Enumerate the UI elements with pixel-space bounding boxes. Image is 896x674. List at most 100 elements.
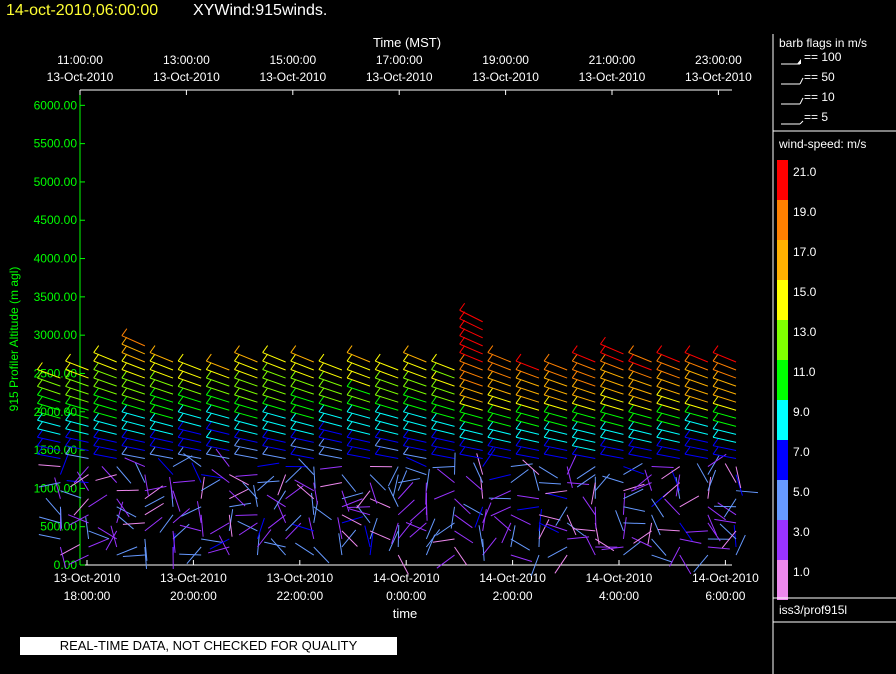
wind-barb-shaft: [572, 402, 596, 411]
wind-barb-feather: [374, 370, 381, 379]
wind-barb-feather: [431, 438, 437, 446]
wind-barb-feather: [684, 387, 691, 396]
y-tick-label: 5000.00: [34, 175, 78, 189]
wind-barb-shaft: [178, 402, 202, 411]
colorbar-label: 13.0: [793, 325, 817, 339]
bottom-tick-time: 6:00:00: [705, 589, 745, 603]
wind-barb-shaft: [93, 402, 117, 411]
wind-barb-shaft: [459, 335, 483, 347]
wind-barb-shaft: [490, 490, 512, 501]
wind-barb-shaft: [572, 419, 596, 427]
wind-barb-shaft: [600, 360, 624, 371]
wind-barb-shaft: [85, 517, 90, 540]
wind-barb-shaft: [318, 419, 343, 427]
wind-barb-shaft: [177, 385, 202, 395]
colorbar-label: 3.0: [793, 525, 810, 539]
wind-barb-feather: [262, 379, 269, 387]
wind-barb-feather: [177, 379, 184, 387]
wind-barb-feather: [374, 387, 381, 396]
barb-legend-label: == 100: [804, 50, 842, 64]
wind-barb-shaft: [256, 533, 260, 556]
wind-barb-feather: [149, 370, 156, 379]
wind-barb-shaft: [431, 453, 455, 459]
wind-barb-feather: [600, 353, 606, 362]
y-ticks: 0.00500.001000.001500.002000.002500.0030…: [34, 98, 85, 572]
wind-barb-shaft: [735, 490, 758, 494]
wind-barb-feather: [571, 396, 578, 404]
wind-barb-feather: [571, 429, 578, 438]
wind-barb-shaft: [515, 394, 540, 403]
wind-barb-shaft: [515, 360, 540, 371]
wind-barb-shaft: [262, 352, 286, 363]
wind-barb-feather: [93, 353, 100, 362]
wind-barb-shaft: [116, 514, 134, 530]
wind-barb-shaft: [572, 360, 596, 371]
wind-barb-shaft: [206, 445, 230, 451]
wind-barb-shaft: [257, 462, 280, 468]
wind-barb-shaft: [178, 394, 202, 403]
wind-barb-feather: [459, 404, 466, 413]
wind-barb-shaft: [38, 464, 61, 468]
wind-barb-shaft: [178, 419, 202, 427]
colorbar-label: 7.0: [793, 445, 810, 459]
y-tick-label: 4000.00: [34, 252, 78, 266]
wind-barb-feather: [346, 413, 353, 421]
top-tick-date: 13-Oct-2010: [153, 70, 220, 84]
wind-barb-shaft: [65, 385, 89, 395]
wind-barb-feather: [656, 353, 663, 362]
wind-barb-shaft: [262, 428, 286, 435]
wind-barb-shaft: [425, 498, 428, 521]
wind-barb-shaft: [459, 428, 483, 435]
wind-barb-feather: [402, 438, 409, 446]
wind-barb-feather: [600, 345, 606, 353]
wind-barb-shaft: [459, 436, 483, 443]
wind-barb-feather: [177, 353, 184, 362]
wind-barb-shaft: [149, 394, 174, 403]
top-tick-time: 13:00:00: [163, 53, 210, 67]
wind-barb-shaft: [179, 524, 202, 532]
wind-barb-shaft: [262, 402, 286, 411]
wind-barb-shaft: [480, 476, 484, 499]
wind-barb-feather: [36, 421, 43, 430]
wind-barb-shaft: [515, 453, 540, 459]
top-tick-time: 15:00:00: [269, 53, 316, 67]
wind-barb-feather: [431, 446, 437, 455]
wind-barb-shaft: [262, 360, 286, 371]
wind-barb-shaft: [93, 453, 117, 459]
wind-barb-feather: [346, 404, 353, 413]
wind-barb-shaft: [530, 554, 540, 576]
wind-barb-shaft: [515, 419, 540, 427]
wind-barb-feather: [712, 387, 719, 396]
wind-barb-shaft: [60, 544, 80, 556]
wind-barb-shaft: [628, 385, 652, 395]
wind-barb-shaft: [346, 445, 371, 451]
wind-barb-feather: [290, 404, 297, 413]
wind-barb-feather: [459, 438, 466, 446]
wind-barb-shaft: [431, 394, 455, 403]
wind-barb-feather: [346, 345, 353, 353]
wind-barb-shaft: [656, 419, 680, 427]
wind-barb-shaft: [545, 490, 568, 495]
wind-barb-shaft: [270, 538, 286, 556]
wind-barb-shaft: [628, 428, 652, 435]
wind-barb-feather: [487, 413, 494, 421]
wind-barb-feather: [205, 379, 212, 387]
wind-barb-feather: [149, 345, 156, 353]
wind-barb-shaft: [298, 458, 315, 475]
wind-barb-shaft: [266, 494, 286, 508]
wind-barb-feather: [318, 370, 325, 379]
wind-barb-feather: [431, 379, 437, 387]
wind-barb-shaft: [538, 482, 561, 485]
wind-barb-feather: [318, 413, 325, 421]
wind-barb-shaft: [209, 538, 230, 550]
wind-barb-feather: [205, 429, 212, 438]
wind-barb-feather: [346, 387, 353, 396]
wind-barb-feather: [628, 421, 634, 430]
wind-barb-shaft: [37, 377, 61, 387]
wind-barb-shaft: [346, 419, 371, 427]
wind-barb-shaft: [679, 554, 692, 575]
wind-barb-shaft: [234, 394, 258, 403]
wind-barb-feather: [487, 345, 494, 353]
wind-barbs: [36, 302, 758, 576]
wind-barb-shaft: [623, 466, 645, 475]
